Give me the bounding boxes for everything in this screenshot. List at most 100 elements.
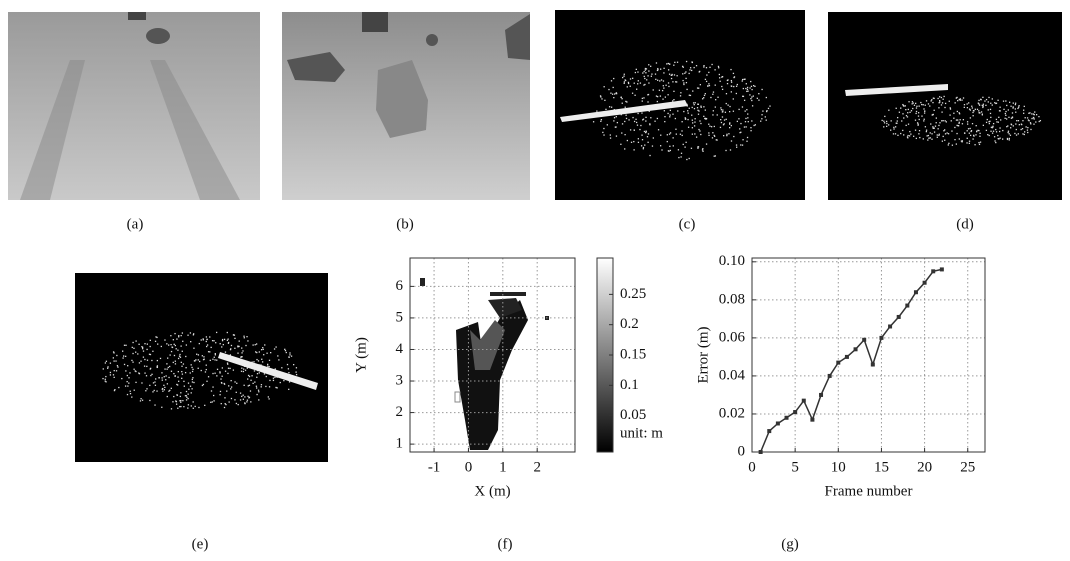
- cloud-point: [681, 121, 682, 122]
- cloud-point: [934, 110, 935, 111]
- cloud-point: [266, 376, 267, 377]
- cloud-point: [727, 83, 728, 84]
- cloud-point: [642, 119, 643, 120]
- cloud-point: [908, 124, 909, 125]
- cloud-point: [736, 93, 737, 94]
- cloud-point: [141, 346, 142, 347]
- cloud-point: [956, 125, 957, 126]
- cloud-point: [106, 361, 107, 362]
- cloud-point: [230, 380, 231, 381]
- cloud-point: [989, 123, 990, 124]
- cloud-point: [165, 375, 166, 376]
- cloud-point: [168, 377, 169, 378]
- colorbar-tick-label: 0.1: [620, 377, 639, 393]
- cloud-point: [135, 370, 136, 371]
- cloud-point: [1023, 110, 1024, 111]
- cloud-point: [970, 131, 971, 132]
- cloud-point: [683, 111, 684, 112]
- cloud-point: [939, 100, 940, 101]
- cloud-point: [244, 337, 245, 338]
- cloud-point: [1005, 111, 1006, 112]
- y-tick-label: 0.02: [719, 405, 745, 421]
- cloud-point: [754, 86, 755, 87]
- cloud-point: [1027, 127, 1028, 128]
- cloud-point: [185, 367, 186, 368]
- cloud-point: [604, 100, 605, 101]
- cloud-point: [945, 120, 946, 121]
- cloud-point: [596, 110, 597, 111]
- cloud-point: [637, 71, 638, 72]
- cloud-point: [634, 83, 635, 84]
- cloud-point: [142, 400, 143, 401]
- cloud-point: [1030, 129, 1031, 130]
- cloud-point: [1005, 115, 1006, 116]
- cloud-point: [949, 114, 950, 115]
- cloud-point: [657, 68, 658, 69]
- cloud-point: [179, 400, 180, 401]
- cloud-point: [637, 113, 638, 114]
- cloud-point: [962, 123, 963, 124]
- cloud-point: [194, 360, 195, 361]
- cloud-point: [726, 103, 727, 104]
- cloud-point: [990, 109, 991, 110]
- cloud-point: [244, 396, 245, 397]
- cloud-point: [662, 99, 663, 100]
- cloud-point: [256, 343, 257, 344]
- cloud-point: [131, 396, 132, 397]
- cloud-point: [909, 135, 910, 136]
- cloud-point: [155, 378, 156, 379]
- cloud-point: [678, 149, 679, 150]
- cloud-point: [702, 151, 703, 152]
- x-tick-label: -1: [428, 459, 441, 475]
- cloud-point: [222, 376, 223, 377]
- marker: [905, 304, 909, 308]
- cloud-point: [729, 127, 730, 128]
- cloud-point: [241, 352, 242, 353]
- cloud-point: [745, 121, 746, 122]
- cloud-point: [692, 90, 693, 91]
- cloud-point: [978, 110, 979, 111]
- cloud-point: [668, 69, 669, 70]
- x-tick-label: 10: [831, 459, 846, 475]
- cloud-point: [243, 371, 244, 372]
- cloud-point: [1024, 106, 1025, 107]
- cloud-point: [745, 88, 746, 89]
- cloud-point: [192, 381, 193, 382]
- cloud-point: [603, 134, 604, 135]
- cloud-point: [228, 385, 229, 386]
- cloud-point: [289, 357, 290, 358]
- cloud-point: [903, 117, 904, 118]
- cloud-point: [123, 355, 124, 356]
- cloud-point: [261, 384, 262, 385]
- plot-frame: [752, 258, 985, 452]
- cloud-point: [740, 144, 741, 145]
- cloud-point: [1028, 119, 1029, 120]
- cloud-point: [744, 79, 745, 80]
- cloud-point: [920, 102, 921, 103]
- cloud-point: [146, 375, 147, 376]
- cloud-point: [190, 386, 191, 387]
- cloud-point: [944, 129, 945, 130]
- cloud-point: [669, 63, 670, 64]
- cloud-point: [963, 119, 964, 120]
- cloud-point: [988, 97, 989, 98]
- cloud-point: [952, 145, 953, 146]
- cloud-point: [654, 121, 655, 122]
- cloud-point: [113, 352, 114, 353]
- cloud-point: [923, 120, 924, 121]
- cloud-point: [190, 372, 191, 373]
- cloud-point: [135, 382, 136, 383]
- panel-label: (e): [192, 536, 209, 552]
- cloud-point: [121, 378, 122, 379]
- cloud-point: [648, 64, 649, 65]
- cloud-point: [650, 117, 651, 118]
- y-tick-label: 2: [396, 404, 404, 420]
- cloud-point: [131, 360, 132, 361]
- cloud-point: [291, 356, 292, 357]
- cloud-point: [613, 87, 614, 88]
- cloud-point: [713, 91, 714, 92]
- cloud-point: [691, 115, 692, 116]
- cloud-point: [179, 356, 180, 357]
- cloud-point: [186, 391, 187, 392]
- cloud-point: [240, 392, 241, 393]
